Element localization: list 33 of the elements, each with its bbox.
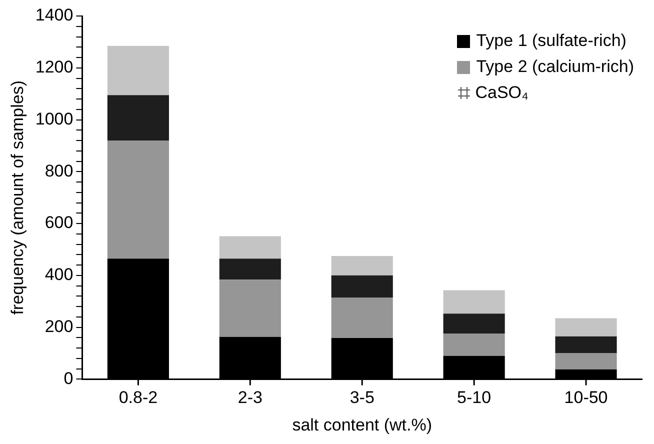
bar — [219, 280, 281, 337]
bar — [555, 353, 617, 370]
bar — [107, 140, 169, 259]
annotation: CaSO₄ — [475, 82, 528, 104]
bar — [443, 290, 505, 314]
bar — [443, 334, 505, 356]
x-tick-label: 3-5 — [350, 388, 374, 408]
y-tick-label: 800 — [44, 161, 74, 180]
bar — [219, 258, 281, 280]
bar — [443, 314, 505, 334]
y-tick-label: 400 — [44, 265, 74, 284]
bar — [331, 275, 393, 298]
x-tick-label: 10-50 — [564, 388, 608, 408]
y-tick-label: 1200 — [35, 58, 74, 77]
bar — [555, 318, 617, 336]
y-tick-label: 1400 — [35, 6, 74, 25]
y-tick-label: 0 — [64, 368, 74, 388]
bar — [555, 336, 617, 354]
bar — [107, 46, 169, 96]
x-axis-title: salt content (wt.%) — [292, 415, 432, 434]
legend-label: Type 1 (sulfate-rich) — [476, 30, 626, 52]
legend-label: Type 2 (calcium-rich) — [476, 56, 634, 78]
bar — [107, 95, 169, 141]
bar — [331, 298, 393, 338]
y-axis-title: frequency (amount of samples) — [8, 80, 27, 315]
x-tick-label: 5-10 — [457, 388, 492, 408]
bar — [331, 256, 393, 276]
y-tick-label: 200 — [44, 317, 74, 336]
y-tick-label: 1000 — [35, 109, 74, 128]
x-tick-label: 2-3 — [238, 388, 262, 408]
x-tick-label: 0.8-2 — [118, 388, 158, 408]
bar — [219, 236, 281, 259]
y-tick-label: 600 — [44, 213, 74, 232]
